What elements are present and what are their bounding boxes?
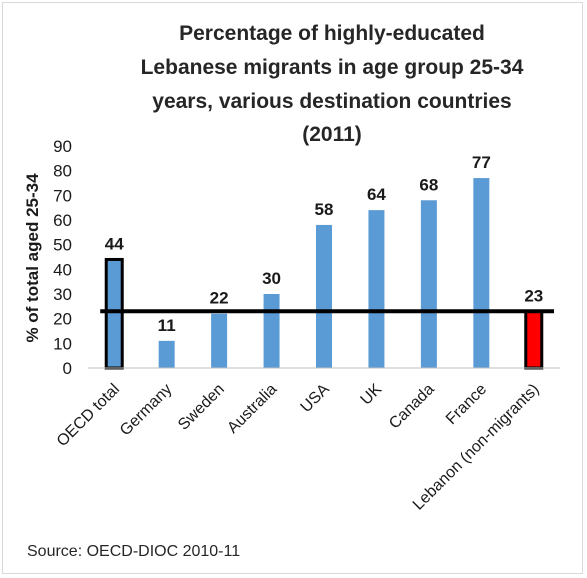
- chart-title: Percentage of highly-educated Lebanese m…: [141, 22, 524, 146]
- chart-title-line-3: years, various destination countries: [152, 90, 511, 113]
- category-label: USA: [298, 381, 334, 417]
- y-axis-ticks: 0 10 20 30 40 50 60 70 80 90: [53, 137, 72, 378]
- data-label: 30: [262, 269, 281, 288]
- bar: [473, 178, 490, 368]
- data-label: 11: [158, 316, 176, 335]
- category-label: OECD total: [54, 381, 123, 450]
- data-label: 58: [315, 200, 334, 219]
- data-label: 44: [105, 234, 124, 253]
- bar: [524, 309, 544, 370]
- bar: [104, 257, 124, 370]
- category-label: Sweden: [175, 381, 228, 434]
- chart-title-line-4: (2011): [302, 123, 362, 146]
- y-tick-label: 30: [53, 285, 72, 304]
- chart-title-line-2: Lebanese migrants in age group 25-34: [141, 56, 524, 79]
- bar: [211, 313, 228, 368]
- bar: [316, 224, 332, 368]
- data-label: 77: [472, 153, 491, 172]
- category-label: Germany: [117, 381, 176, 440]
- y-tick-label: 90: [53, 137, 72, 156]
- data-label: 68: [419, 175, 438, 194]
- data-labels: 44 11 22 30 58 64 68 77 23: [105, 153, 543, 335]
- y-tick-label: 20: [53, 310, 72, 329]
- y-tick-label: 60: [53, 211, 72, 230]
- category-label: Australia: [224, 381, 280, 437]
- source-note: Source: OECD-DIOC 2010-11: [27, 543, 240, 560]
- y-tick-label: 0: [63, 359, 72, 378]
- chart-title-line-1: Percentage of highly-educated: [179, 22, 485, 45]
- category-label: UK: [358, 381, 386, 409]
- bar: [368, 210, 385, 368]
- category-label: Canada: [386, 381, 438, 433]
- data-label: 23: [524, 286, 543, 305]
- data-label: 22: [210, 289, 229, 308]
- bar: [420, 200, 437, 368]
- y-tick-label: 10: [53, 334, 72, 353]
- category-label: France: [443, 381, 490, 428]
- y-axis-title: % of total aged 25-34: [23, 173, 42, 343]
- bar: [263, 294, 280, 368]
- bar: [158, 340, 175, 368]
- y-tick-label: 80: [53, 162, 72, 181]
- data-label: 64: [367, 185, 386, 204]
- y-tick-label: 50: [53, 236, 72, 255]
- y-tick-label: 70: [53, 186, 72, 205]
- y-tick-label: 40: [53, 260, 72, 279]
